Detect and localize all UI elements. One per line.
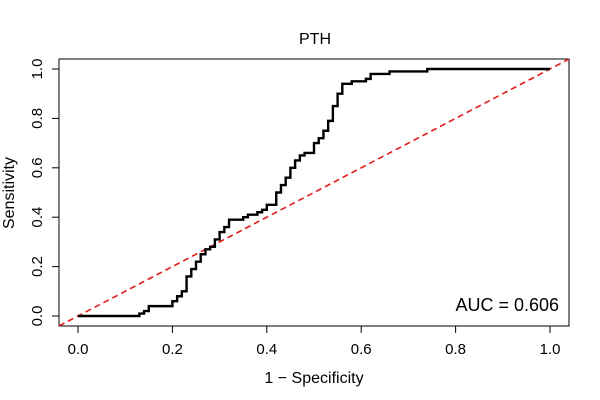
y-tick-label: 0.8 <box>29 108 46 129</box>
x-tick-label: 0.2 <box>162 341 183 358</box>
y-tick-label: 0.0 <box>29 306 46 327</box>
plot-frame <box>58 58 570 327</box>
y-tick-label: 0.6 <box>29 157 46 178</box>
x-axis-label: 1 − Specificity <box>264 370 363 387</box>
x-tick-label: 0.0 <box>68 341 89 358</box>
y-tick-label: 0.4 <box>29 207 46 228</box>
roc-curve-line <box>78 67 550 318</box>
y-tick-label: 0.2 <box>29 256 46 277</box>
y-axis-label: Sensitivity <box>1 157 18 229</box>
x-axis: 0.0 0.2 0.4 0.6 0.8 1.0 <box>68 325 561 358</box>
reference-diagonal-line <box>58 58 570 327</box>
x-tick-label: 0.4 <box>256 341 277 358</box>
y-tick-label: 1.0 <box>29 59 46 80</box>
x-tick-label: 1.0 <box>540 341 561 358</box>
auc-annotation: AUC = 0.606 <box>455 295 559 315</box>
x-tick-label: 0.8 <box>445 341 466 358</box>
chart-title: PTH <box>299 31 331 48</box>
series-layer <box>58 58 570 327</box>
y-axis: 0.0 0.2 0.4 0.6 0.8 1.0 <box>29 59 60 327</box>
x-tick-label: 0.6 <box>351 341 372 358</box>
